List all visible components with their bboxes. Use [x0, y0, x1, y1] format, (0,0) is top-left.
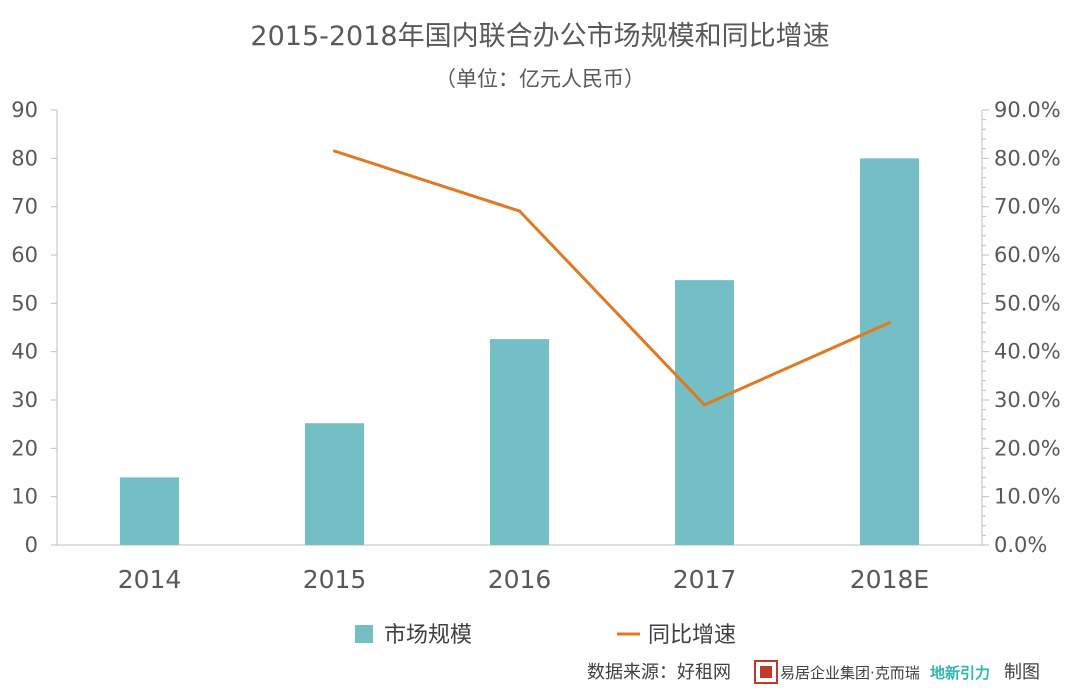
x-axis: 2014 2015 2016 2017 2018E [57, 544, 982, 594]
growth-line [334, 149, 891, 407]
x-tick-label: 2018E [850, 565, 929, 594]
left-tick-label: 20 [11, 436, 38, 460]
left-tick-label: 90 [11, 98, 38, 122]
right-tick-label: 40.0% [994, 340, 1061, 364]
line-point [888, 321, 891, 325]
left-tick-label: 10 [11, 485, 38, 509]
left-axis: 0 10 20 30 40 50 60 70 80 90 [11, 98, 58, 557]
right-tick-label: 30.0% [994, 388, 1061, 412]
left-tick-label: 70 [11, 195, 38, 219]
line-point [333, 149, 336, 153]
bar [860, 158, 919, 546]
chart-subtitle: （单位：亿元人民币） [435, 67, 645, 91]
company-seal-inner [760, 666, 772, 678]
bar [675, 280, 734, 545]
source-suffix: 制图 [1004, 662, 1040, 683]
right-tick-label: 20.0% [994, 436, 1061, 460]
bar-series [120, 158, 919, 546]
right-tick-label: 70.0% [994, 195, 1061, 219]
line-point [518, 209, 521, 213]
right-tick-label: 90.0% [994, 98, 1061, 122]
bar [120, 477, 179, 545]
left-tick-label: 60 [11, 243, 38, 267]
company-seal-icon [754, 660, 778, 684]
left-tick-label: 30 [11, 388, 38, 412]
left-tick-label: 40 [11, 340, 38, 364]
source-footer: 数据来源：好租网 易居企业集团·克而瑞 地新引力 制图 [587, 660, 1040, 684]
line-series [333, 149, 891, 407]
right-tick-label: 50.0% [994, 291, 1061, 315]
line-point [703, 403, 706, 407]
legend-label-bar: 市场规模 [384, 623, 472, 648]
left-tick-label: 80 [11, 146, 38, 170]
right-axis: 0.0% 10.0% 20.0% 30.0% 40.0% 50.0% 60.0% 70.0% 8… [981, 98, 1061, 557]
right-tick-label: 10.0% [994, 485, 1061, 509]
right-tick-label: 0.0% [994, 533, 1047, 557]
chart-title: 2015-2018年国内联合办公市场规模和同比增速 [250, 21, 829, 52]
x-tick-label: 2014 [118, 565, 182, 594]
legend: 市场规模 同比增速 [355, 623, 736, 648]
legend-swatch-bar [355, 625, 373, 643]
bar [490, 339, 549, 545]
right-tick-label: 80.0% [994, 146, 1061, 170]
x-tick-label: 2016 [488, 565, 552, 594]
x-tick-label: 2015 [303, 565, 367, 594]
company-name: 易居企业集团·克而瑞 [780, 664, 920, 682]
brand-logo-text: 地新引力 [930, 664, 990, 682]
right-tick-label: 60.0% [994, 243, 1061, 267]
x-tick-label: 2017 [673, 565, 737, 594]
source-text: 数据来源：好租网 [587, 662, 731, 683]
left-tick-label: 50 [11, 291, 38, 315]
bar [305, 423, 364, 545]
legend-label-line: 同比增速 [648, 623, 736, 648]
left-tick-label: 0 [25, 533, 38, 557]
